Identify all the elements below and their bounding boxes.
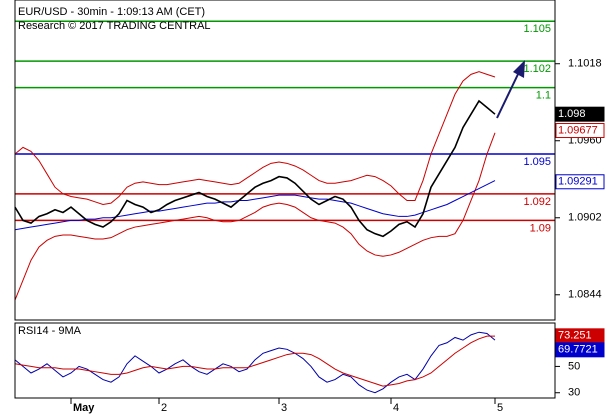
x-tick-label: 5 [497, 402, 503, 414]
x-tick-label: 3 [281, 402, 287, 414]
series-line [14, 335, 495, 387]
y-tick-label: 1.0844 [568, 289, 602, 301]
level-label: 1.092 [523, 196, 551, 208]
level-label: 1.09 [530, 222, 551, 234]
level-label: 1.102 [523, 63, 551, 75]
chart-title: EUR/USD - 30min - 1:09:13 AM (CET) [18, 6, 205, 18]
arrow-head [513, 60, 525, 78]
plot-layer [14, 20, 555, 394]
series-line [14, 180, 496, 231]
series-line [14, 99, 496, 238]
price-label-box [555, 174, 605, 190]
rsi-frame [14, 322, 556, 399]
price-frame [14, 0, 556, 321]
series-line [14, 132, 496, 301]
series-line [14, 71, 496, 205]
chart-subtitle: Research © 2017 TRADING CENTRAL [18, 20, 211, 32]
y-tick-label: 50 [568, 360, 580, 372]
y-tick-label: 1.1018 [568, 58, 602, 70]
price-label: 1.09291 [558, 176, 598, 188]
price-label-box [555, 106, 605, 122]
price-label-box [555, 123, 605, 139]
price-label: 1.09677 [558, 124, 598, 136]
price-label: 1.098 [558, 108, 586, 120]
arrow-shaft [496, 69, 521, 119]
price-label: 73.251 [558, 330, 592, 342]
level-label: 1.1 [536, 90, 551, 102]
x-tick-label: 2 [161, 402, 167, 414]
x-tick-label: 4 [393, 402, 399, 414]
y-tick-label: 1.0902 [568, 212, 602, 224]
price-label: 69.7721 [558, 344, 598, 356]
level-label: 1.105 [523, 23, 551, 35]
rsi-title: RSI14 - 9MA [18, 325, 82, 337]
price-label-box [555, 342, 605, 358]
x-tick-label: May [73, 402, 95, 414]
level-label: 1.095 [523, 156, 551, 168]
y-tick-label: 30 [568, 387, 580, 399]
